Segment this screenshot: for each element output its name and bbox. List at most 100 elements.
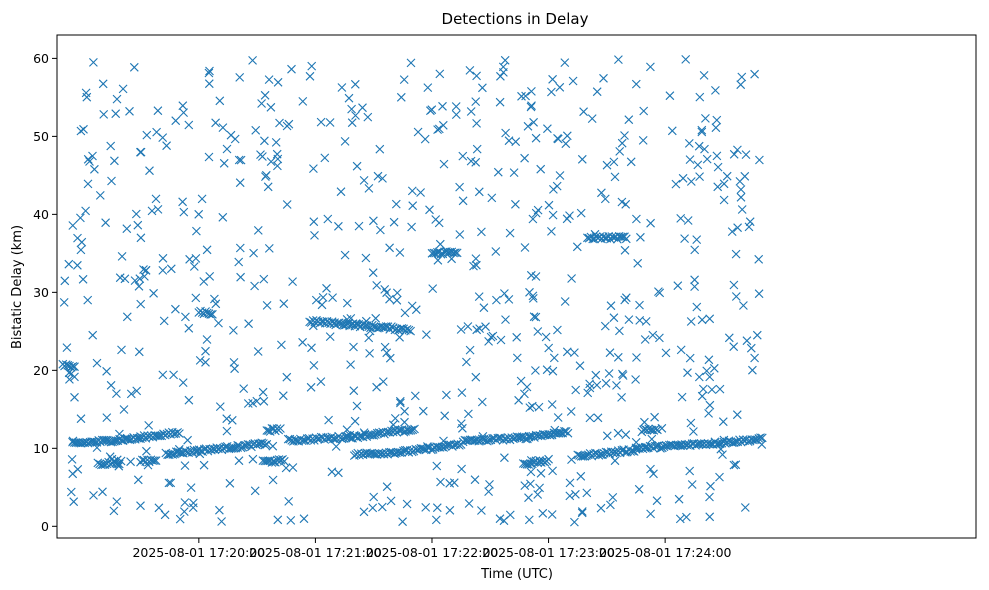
data-point-marker	[610, 456, 620, 466]
data-point-marker	[199, 460, 209, 470]
data-point-marker	[555, 82, 565, 92]
data-point-marker	[331, 442, 341, 451]
data-point-marker	[179, 507, 189, 516]
data-point-marker	[756, 433, 765, 442]
data-point-marker	[336, 433, 345, 443]
data-point-marker	[612, 381, 621, 390]
data-point-marker	[654, 287, 663, 296]
data-point-marker	[458, 423, 467, 433]
data-point-marker	[698, 384, 708, 394]
data-point-marker	[733, 223, 742, 233]
data-point-marker	[553, 325, 562, 335]
data-point-marker	[626, 447, 636, 456]
y-tick-label: 50	[33, 129, 49, 144]
data-point-marker	[455, 182, 464, 192]
data-point-marker	[105, 452, 115, 462]
data-point-marker	[162, 141, 171, 151]
x-tick-label: 2025-08-01 17:21:00	[249, 545, 382, 560]
data-point-marker	[235, 73, 245, 82]
data-point-marker	[145, 166, 154, 176]
data-point-marker	[616, 232, 626, 242]
data-point-marker	[690, 282, 699, 291]
data-point-marker	[719, 195, 729, 205]
data-point-marker	[341, 432, 350, 442]
data-point-marker	[307, 61, 317, 71]
data-point-marker	[222, 426, 232, 436]
data-point-marker	[64, 259, 74, 269]
data-point-marker	[139, 431, 149, 440]
data-point-marker	[705, 400, 715, 410]
data-point-marker	[299, 514, 309, 524]
data-point-marker	[85, 157, 94, 166]
data-point-marker	[740, 503, 750, 512]
data-point-marker	[624, 315, 634, 324]
data-point-marker	[602, 431, 612, 441]
data-point-marker	[122, 224, 132, 234]
y-tick-label: 0	[41, 519, 49, 534]
data-point-marker	[73, 260, 82, 270]
data-point-marker	[570, 517, 579, 527]
data-point-marker	[171, 447, 181, 457]
data-point-marker	[364, 184, 374, 193]
data-point-marker	[99, 110, 109, 119]
data-point-marker	[166, 478, 176, 488]
data-point-marker	[374, 428, 384, 438]
data-point-marker	[230, 134, 240, 144]
data-point-marker	[571, 489, 580, 499]
data-point-marker	[258, 387, 268, 397]
data-point-marker	[583, 388, 593, 398]
data-point-marker	[408, 201, 418, 211]
data-point-marker	[477, 227, 486, 237]
data-point-marker	[435, 239, 445, 249]
data-point-marker	[729, 342, 739, 352]
data-point-marker	[646, 509, 655, 519]
data-point-marker	[686, 177, 696, 186]
data-point-marker	[119, 405, 129, 414]
data-point-marker	[678, 173, 688, 183]
data-point-marker	[562, 131, 572, 141]
data-point-marker	[400, 406, 409, 416]
data-point-marker	[432, 461, 442, 471]
data-point-marker	[527, 87, 536, 96]
data-point-marker	[531, 366, 540, 375]
data-point-marker	[433, 255, 443, 265]
data-point-marker	[608, 493, 618, 502]
data-point-marker	[363, 112, 373, 122]
data-point-marker	[416, 188, 425, 197]
data-point-marker	[745, 217, 755, 227]
data-point-marker	[389, 217, 399, 227]
data-point-marker	[376, 449, 385, 459]
data-point-marker	[517, 91, 526, 101]
data-point-marker	[693, 160, 703, 170]
data-point-marker	[234, 456, 244, 466]
data-point-marker	[334, 468, 343, 478]
data-point-marker	[576, 471, 586, 481]
data-point-marker	[706, 481, 715, 491]
y-tick-label: 60	[33, 51, 49, 66]
data-point-marker	[522, 382, 532, 392]
data-point-marker	[185, 254, 194, 264]
x-tick-label: 2025-08-01 17:22:00	[366, 545, 499, 560]
data-point-marker	[626, 157, 636, 167]
data-point-marker	[373, 171, 383, 181]
data-point-marker	[449, 248, 458, 258]
data-point-marker	[322, 283, 331, 293]
data-point-marker	[683, 368, 692, 378]
data-point-marker	[135, 274, 145, 284]
data-point-marker	[98, 79, 108, 89]
data-point-marker	[554, 428, 564, 438]
data-point-marker	[484, 487, 493, 496]
data-point-marker	[349, 386, 359, 396]
data-point-marker	[273, 515, 283, 525]
data-point-marker	[351, 111, 360, 120]
data-point-marker	[699, 71, 709, 80]
data-point-marker	[471, 157, 481, 167]
data-point-marker	[133, 220, 143, 230]
data-point-marker	[380, 285, 390, 294]
data-point-marker	[427, 248, 437, 258]
data-point-marker	[433, 125, 442, 134]
data-point-marker	[469, 261, 478, 271]
data-point-marker	[624, 115, 634, 125]
data-point-marker	[478, 83, 487, 93]
